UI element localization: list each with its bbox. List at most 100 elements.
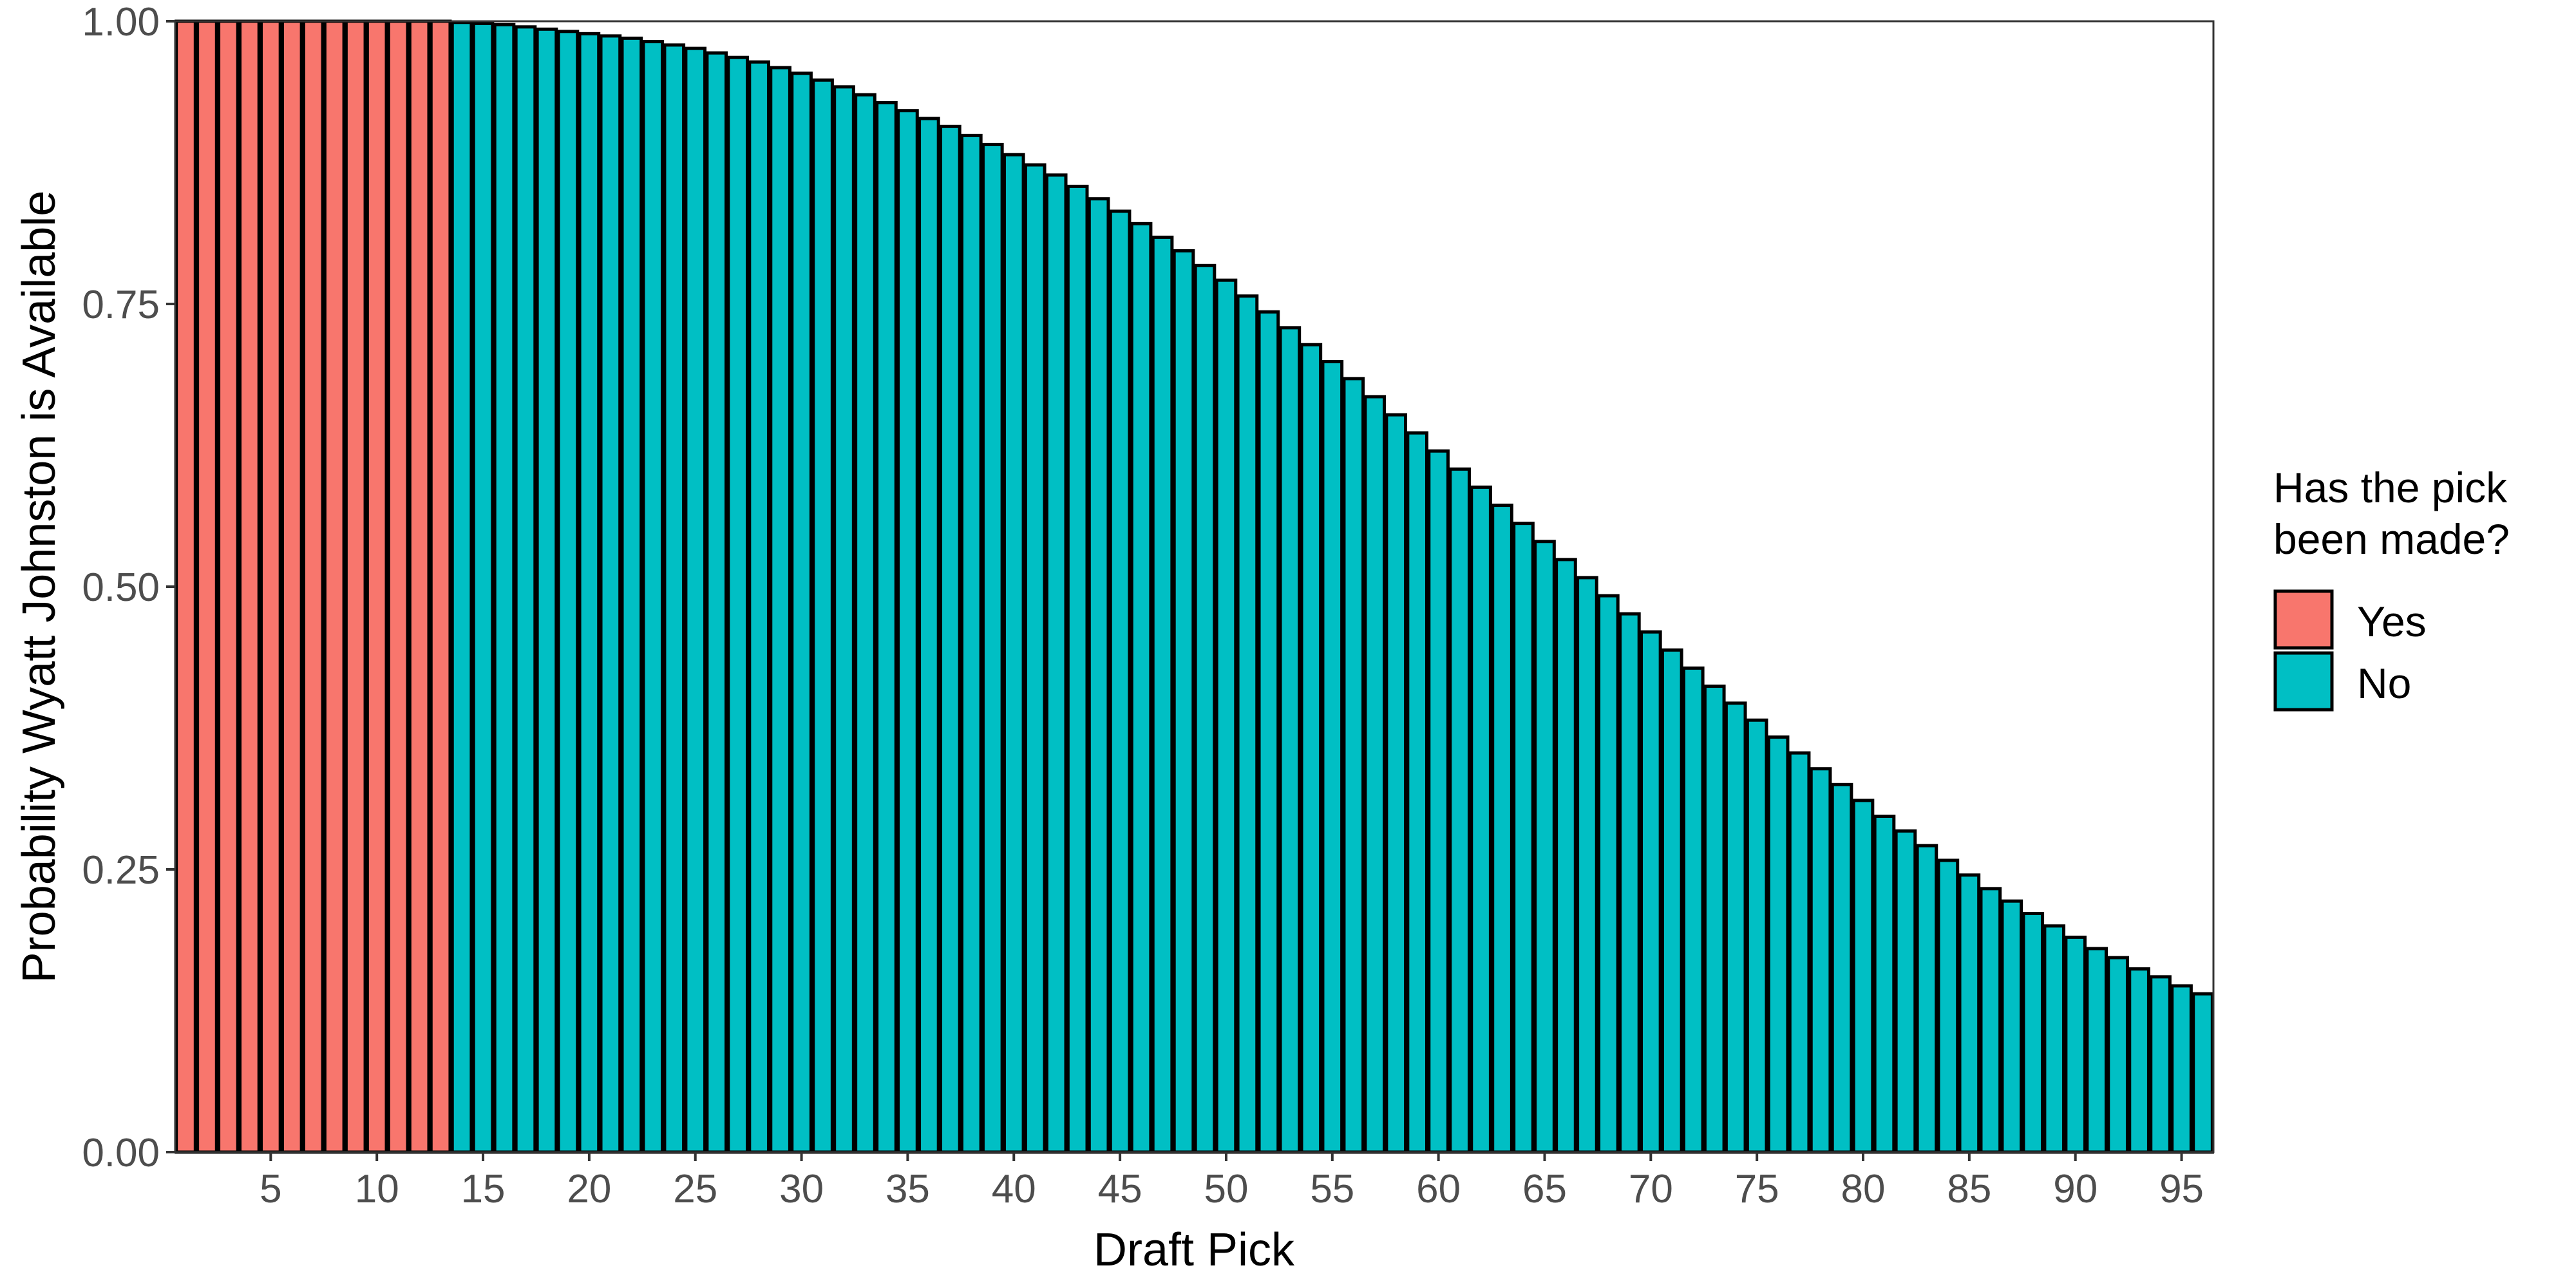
- bar-pick-43: [1066, 184, 1089, 1154]
- x-tick-label: 40: [992, 1167, 1036, 1211]
- bar-pick-81: [1873, 814, 1896, 1154]
- bar-pick-90: [2064, 935, 2087, 1154]
- bar-pick-1: [175, 19, 197, 1154]
- bar-pick-40: [1002, 153, 1025, 1154]
- bar-pick-75: [1745, 718, 1768, 1154]
- bar-pick-44: [1087, 197, 1110, 1154]
- bar-pick-2: [196, 19, 218, 1154]
- bar-pick-9: [344, 19, 367, 1154]
- bar-pick-94: [2149, 975, 2172, 1154]
- y-tick-label: 0.25: [82, 848, 160, 893]
- bar-pick-71: [1660, 648, 1683, 1154]
- bar-pick-50: [1215, 278, 1238, 1154]
- y-tick-label: 0.75: [82, 283, 160, 327]
- x-tick-label: 10: [355, 1167, 399, 1211]
- bar-pick-58: [1385, 413, 1408, 1154]
- x-tick-label: 70: [1629, 1167, 1673, 1211]
- bar-pick-29: [769, 66, 791, 1154]
- legend: Has the pick been made? Yes No: [2273, 464, 2510, 712]
- bar-pick-65: [1533, 540, 1556, 1154]
- x-tick-label: 75: [1735, 1167, 1779, 1211]
- bar-pick-3: [217, 19, 240, 1154]
- bar-pick-25: [684, 46, 707, 1154]
- bar-pick-95: [2170, 984, 2193, 1154]
- legend-title-line-1: Has the pick: [2273, 464, 2508, 511]
- bar-pick-11: [386, 19, 410, 1154]
- bar-pick-35: [896, 109, 919, 1154]
- bar-pick-49: [1193, 263, 1217, 1154]
- x-axis-title: Draft Pick: [1094, 1224, 1295, 1276]
- bar-pick-55: [1321, 360, 1344, 1154]
- bar-pick-78: [1809, 767, 1832, 1154]
- bar-pick-39: [981, 142, 1004, 1154]
- bar-pick-22: [620, 36, 643, 1154]
- y-axis-title: Probability Wyatt Johnston is Available: [14, 191, 65, 983]
- y-tick-label: 0.00: [82, 1131, 160, 1175]
- bar-pick-41: [1023, 163, 1046, 1154]
- bar-pick-87: [2000, 899, 2023, 1154]
- bar-pick-89: [2043, 924, 2066, 1154]
- bar-pick-67: [1576, 576, 1598, 1154]
- bar-pick-72: [1681, 666, 1705, 1154]
- bar-pick-31: [811, 78, 834, 1154]
- bar-pick-12: [408, 19, 431, 1154]
- bar-pick-42: [1045, 173, 1068, 1154]
- bar-pick-18: [535, 27, 558, 1154]
- bar-pick-28: [748, 60, 770, 1154]
- bar-pick-53: [1278, 326, 1302, 1154]
- bar-pick-79: [1830, 782, 1853, 1154]
- bar-pick-60: [1427, 449, 1450, 1154]
- bar-pick-82: [1894, 829, 1917, 1154]
- y-tick-label: 1.00: [82, 0, 160, 44]
- x-tick-label: 90: [2053, 1167, 2098, 1211]
- bar-pick-56: [1342, 377, 1365, 1154]
- bar-pick-51: [1236, 294, 1259, 1154]
- legend-title-line-2: been made?: [2273, 515, 2510, 563]
- x-tick-label: 80: [1841, 1167, 1886, 1211]
- y-tick-label: 0.50: [82, 565, 160, 610]
- bar-pick-6: [280, 19, 303, 1154]
- bar-pick-61: [1448, 467, 1471, 1154]
- bar-pick-47: [1151, 235, 1174, 1154]
- x-tick-label: 15: [461, 1167, 506, 1211]
- bar-pick-93: [2128, 967, 2150, 1154]
- x-axis: 5 10 15 20 25 30 35 40 45 50 55 60 65 70 75 80 85 90 95: [260, 1152, 2204, 1211]
- bar-pick-52: [1257, 310, 1280, 1154]
- y-axis: 0.00 0.25 0.50 0.75 1.00: [82, 0, 175, 1175]
- bar-pick-13: [429, 19, 452, 1154]
- bar-pick-63: [1491, 504, 1513, 1154]
- x-tick-label: 65: [1522, 1167, 1567, 1211]
- x-tick-label: 60: [1416, 1167, 1461, 1211]
- bar-pick-91: [2085, 947, 2108, 1154]
- bar-pick-84: [1937, 858, 1960, 1154]
- bar-pick-37: [939, 124, 961, 1154]
- legend-key-yes: [2273, 589, 2334, 650]
- bar-pick-38: [960, 133, 983, 1154]
- x-tick-label: 55: [1310, 1167, 1354, 1211]
- bar-pick-5: [260, 19, 282, 1154]
- bar-pick-26: [705, 51, 728, 1154]
- bar-pick-80: [1852, 799, 1875, 1154]
- bar-pick-66: [1555, 558, 1577, 1154]
- legend-key-no: [2273, 651, 2334, 712]
- x-tick-label: 50: [1204, 1167, 1248, 1211]
- bar-pick-36: [918, 117, 940, 1154]
- bar-pick-8: [323, 19, 346, 1154]
- x-tick-label: 20: [567, 1167, 611, 1211]
- bar-pick-54: [1300, 343, 1323, 1154]
- bar-pick-96: [2192, 992, 2214, 1154]
- x-tick-label: 45: [1098, 1167, 1142, 1211]
- bar-pick-16: [493, 23, 516, 1154]
- bar-pick-64: [1512, 522, 1535, 1154]
- bar-pick-7: [301, 19, 325, 1154]
- bar-pick-74: [1724, 701, 1747, 1154]
- bar-pick-34: [875, 100, 898, 1154]
- legend-label-yes: Yes: [2357, 598, 2427, 645]
- bar-pick-17: [514, 25, 537, 1154]
- bar-pick-86: [1979, 887, 2002, 1154]
- bar-pick-24: [663, 43, 686, 1154]
- legend-label-no: No: [2357, 659, 2411, 707]
- x-tick-label: 95: [2159, 1167, 2204, 1211]
- bar-pick-10: [365, 19, 388, 1154]
